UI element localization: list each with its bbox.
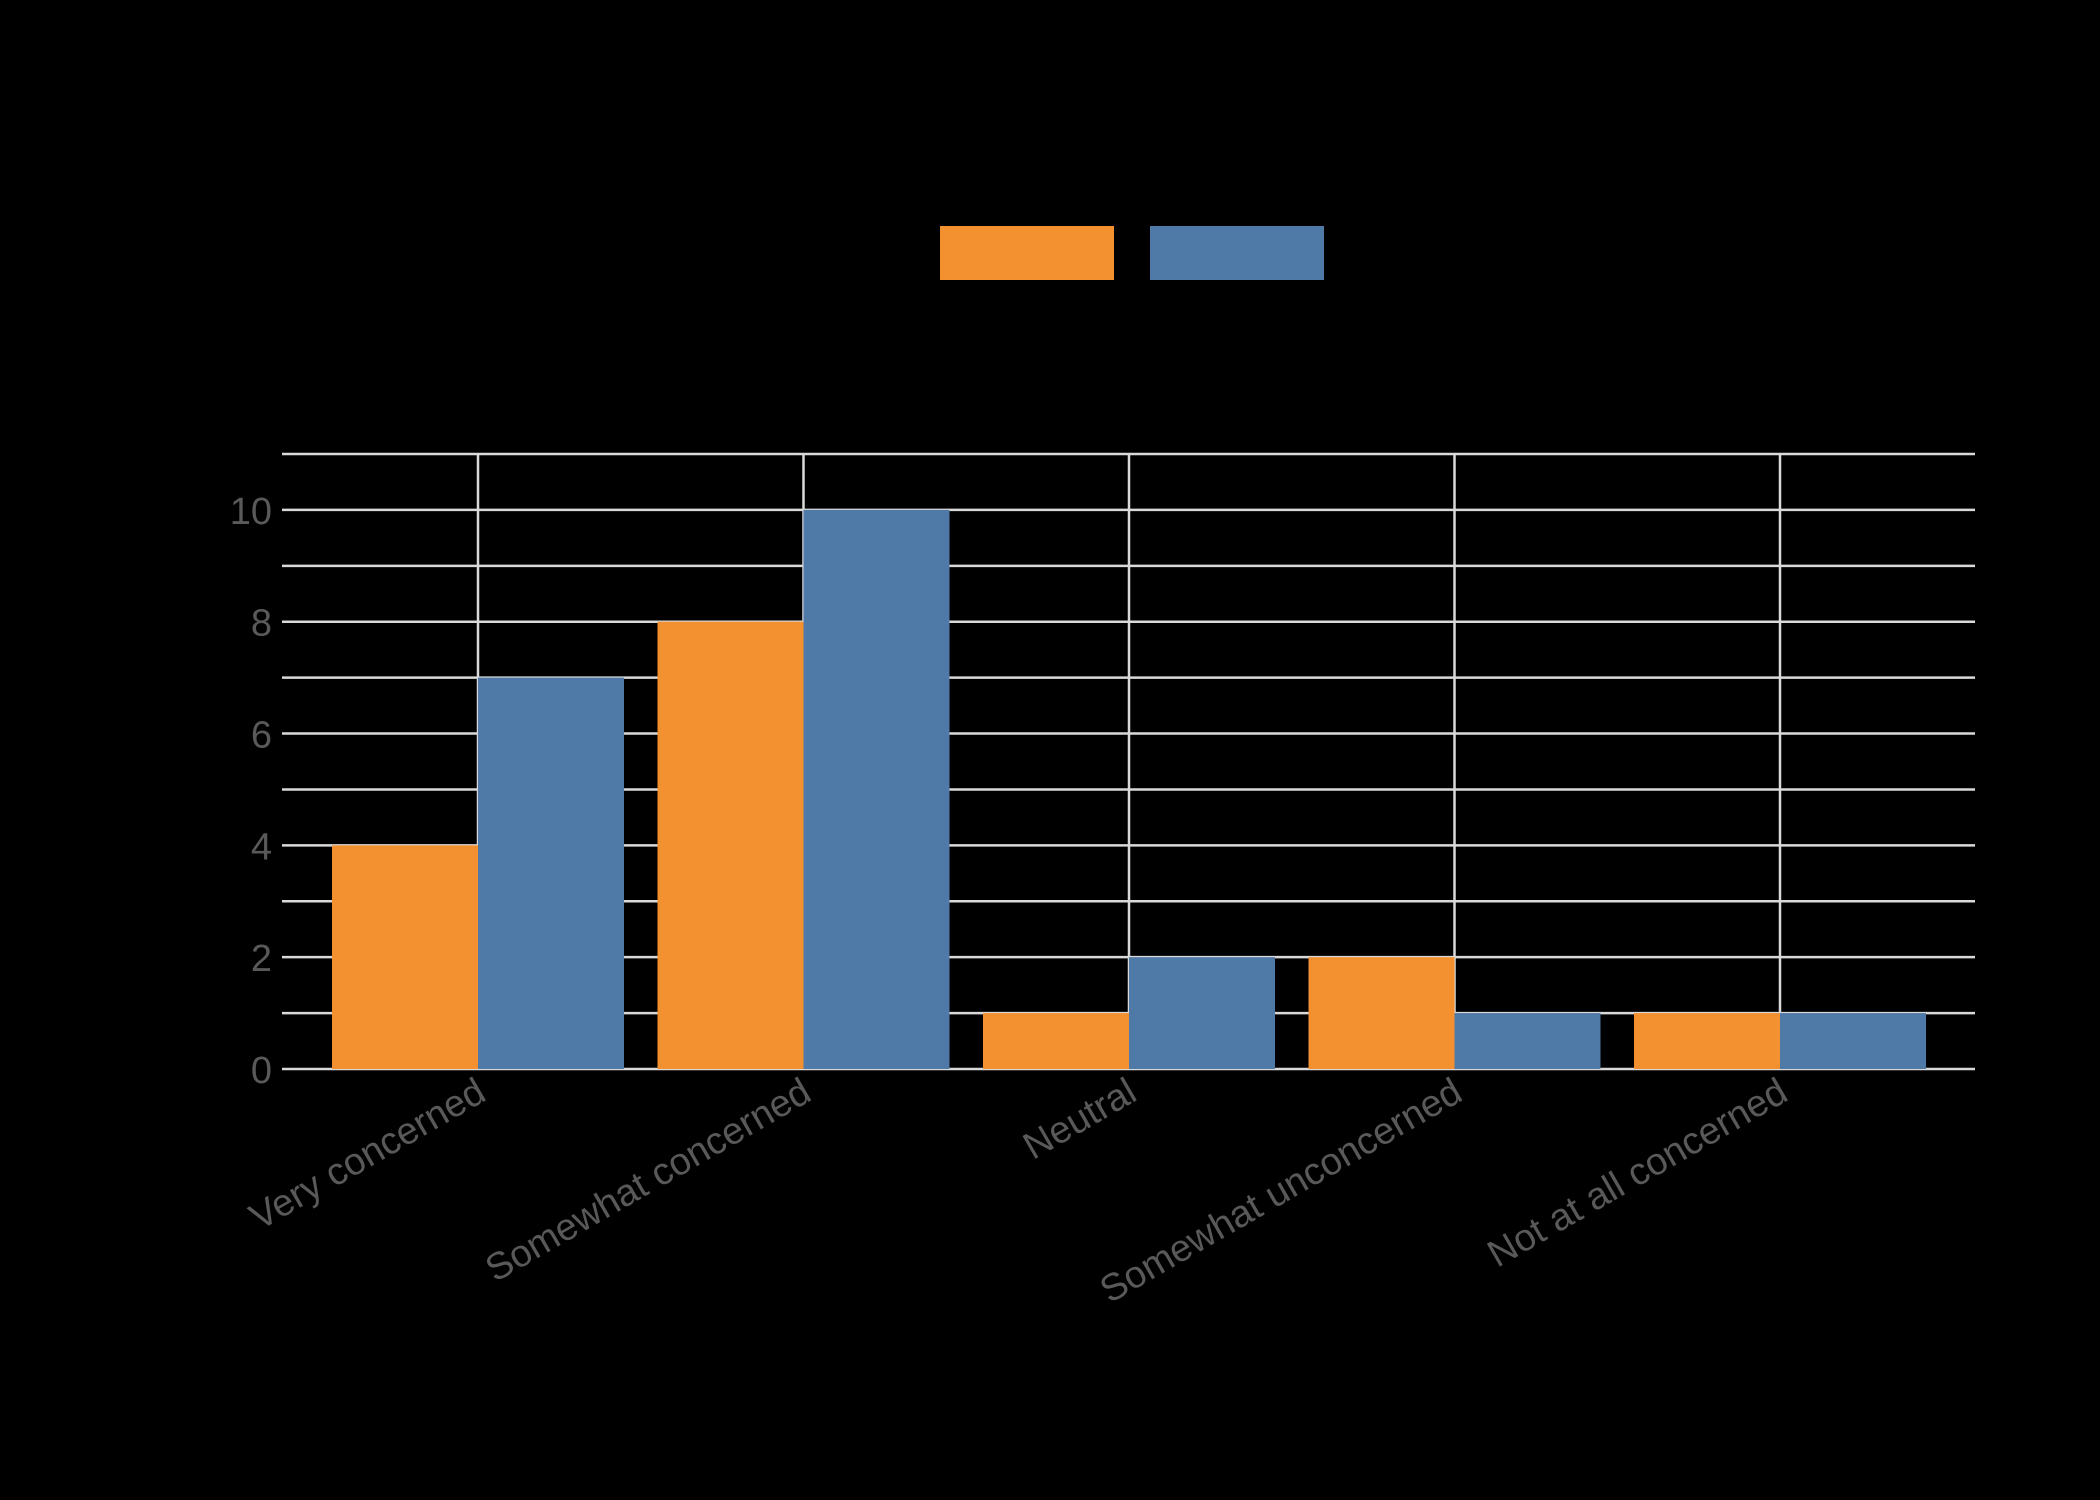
x-tick-label: Very concerned <box>243 1070 493 1238</box>
y-tick-label: 6 <box>251 715 272 757</box>
x-tick-label: Not at all concerned <box>1481 1070 1795 1275</box>
bar[interactable] <box>1454 1013 1601 1069</box>
bar[interactable] <box>1780 1013 1926 1069</box>
y-tick-label: 10 <box>230 491 272 533</box>
y-tick-label: 8 <box>251 603 272 645</box>
bar[interactable] <box>657 621 804 1069</box>
bars <box>332 509 1926 1070</box>
x-tick-label: Neutral <box>1016 1070 1143 1168</box>
bar[interactable] <box>983 1013 1129 1069</box>
legend-swatch-blue <box>1150 226 1324 280</box>
x-tick-label: Somewhat unconcerned <box>1093 1070 1469 1311</box>
bar[interactable] <box>1129 957 1275 1069</box>
bar[interactable] <box>332 845 478 1069</box>
legend-swatch-orange <box>940 226 1114 280</box>
legend-item-series-2[interactable] <box>1150 226 1330 280</box>
bar[interactable] <box>803 509 950 1070</box>
bar[interactable] <box>478 677 624 1069</box>
chart-legend <box>940 226 1330 280</box>
bar[interactable] <box>1634 1013 1780 1069</box>
y-axis-ticks: 0 2 4 6 8 10 <box>230 491 272 1092</box>
y-tick-label: 4 <box>251 826 272 868</box>
x-tick-label: Somewhat concerned <box>479 1070 818 1290</box>
bar[interactable] <box>1308 957 1455 1069</box>
y-tick-label: 2 <box>251 938 272 980</box>
y-tick-label: 0 <box>251 1050 272 1092</box>
legend-item-series-1[interactable] <box>940 226 1120 280</box>
